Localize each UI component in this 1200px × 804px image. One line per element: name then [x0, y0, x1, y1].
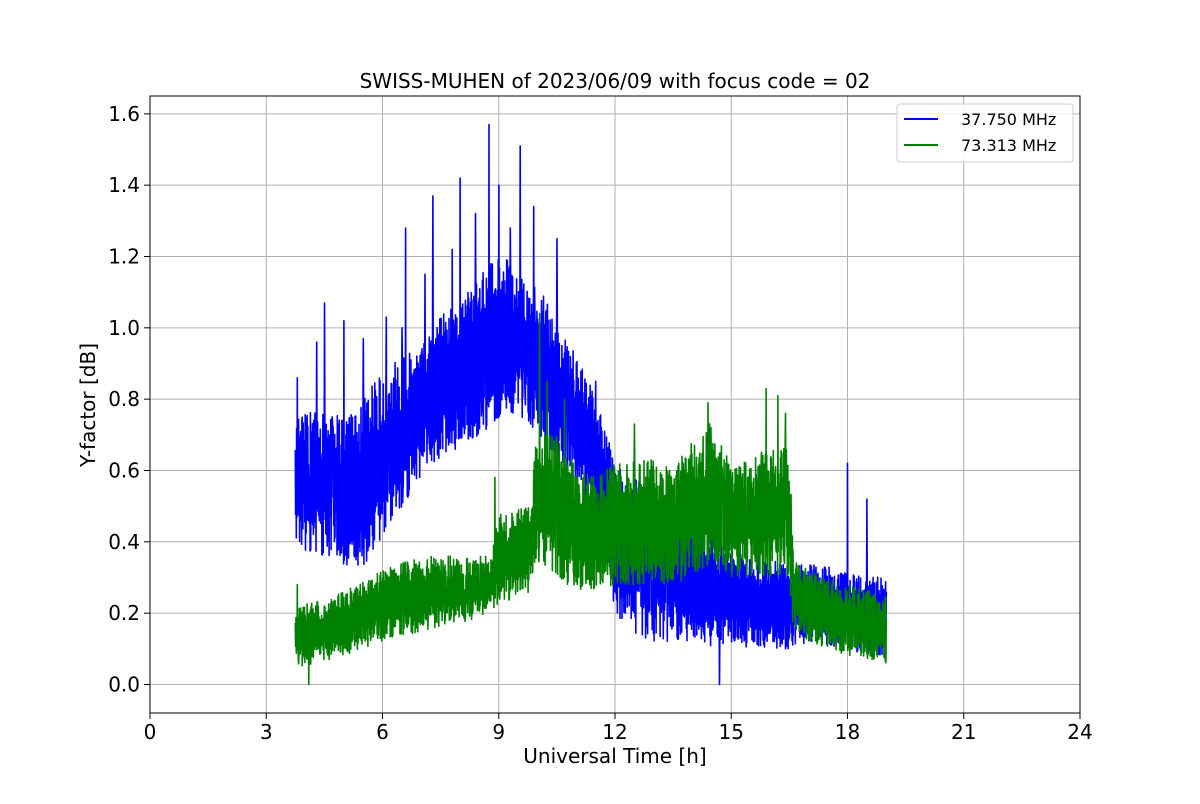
x-tick-label: 24	[1067, 720, 1092, 744]
legend-label-series-1: 37.750 MHz	[961, 110, 1056, 129]
y-tick-label: 0.4	[108, 530, 140, 554]
series-line-1	[294, 123, 888, 686]
legend-label-series-2: 73.313 MHz	[961, 136, 1056, 155]
y-tick-label: 0.0	[108, 672, 140, 696]
x-tick-label: 12	[602, 720, 627, 744]
legend: 37.750 MHz 73.313 MHz	[896, 103, 1074, 163]
y-tick-label: 1.2	[108, 244, 140, 268]
x-tick-label: 15	[719, 720, 744, 744]
y-tick-label: 1.4	[108, 173, 140, 197]
x-tick-label: 9	[492, 720, 505, 744]
x-tick-label: 18	[835, 720, 860, 744]
x-tick-label: 3	[260, 720, 273, 744]
series-line-2	[294, 312, 888, 686]
y-tick-label: 0.2	[108, 601, 140, 625]
chart-title: SWISS-MUHEN of 2023/06/09 with focus cod…	[360, 69, 871, 93]
x-tick-label: 6	[376, 720, 389, 744]
legend-box	[896, 103, 1074, 163]
x-tick-label: 21	[951, 720, 976, 744]
plot-area-series	[294, 123, 888, 686]
x-tick-label: 0	[144, 720, 157, 744]
y-tick-label: 1.6	[108, 102, 140, 126]
y-tick-label: 0.8	[108, 387, 140, 411]
x-axis-label: Universal Time [h]	[523, 744, 706, 768]
y-axis-label: Y-factor [dB]	[76, 343, 100, 468]
y-tick-label: 1.0	[108, 316, 140, 340]
grid-lines	[149, 96, 1081, 713]
axis-ticks: 0 3 6 9 12 15 18 21 24 0.0 0.2 0.4 0.6 0.8 1.0 1.2 1.4 1.…	[108, 102, 1093, 744]
y-tick-label: 0.6	[108, 458, 140, 482]
